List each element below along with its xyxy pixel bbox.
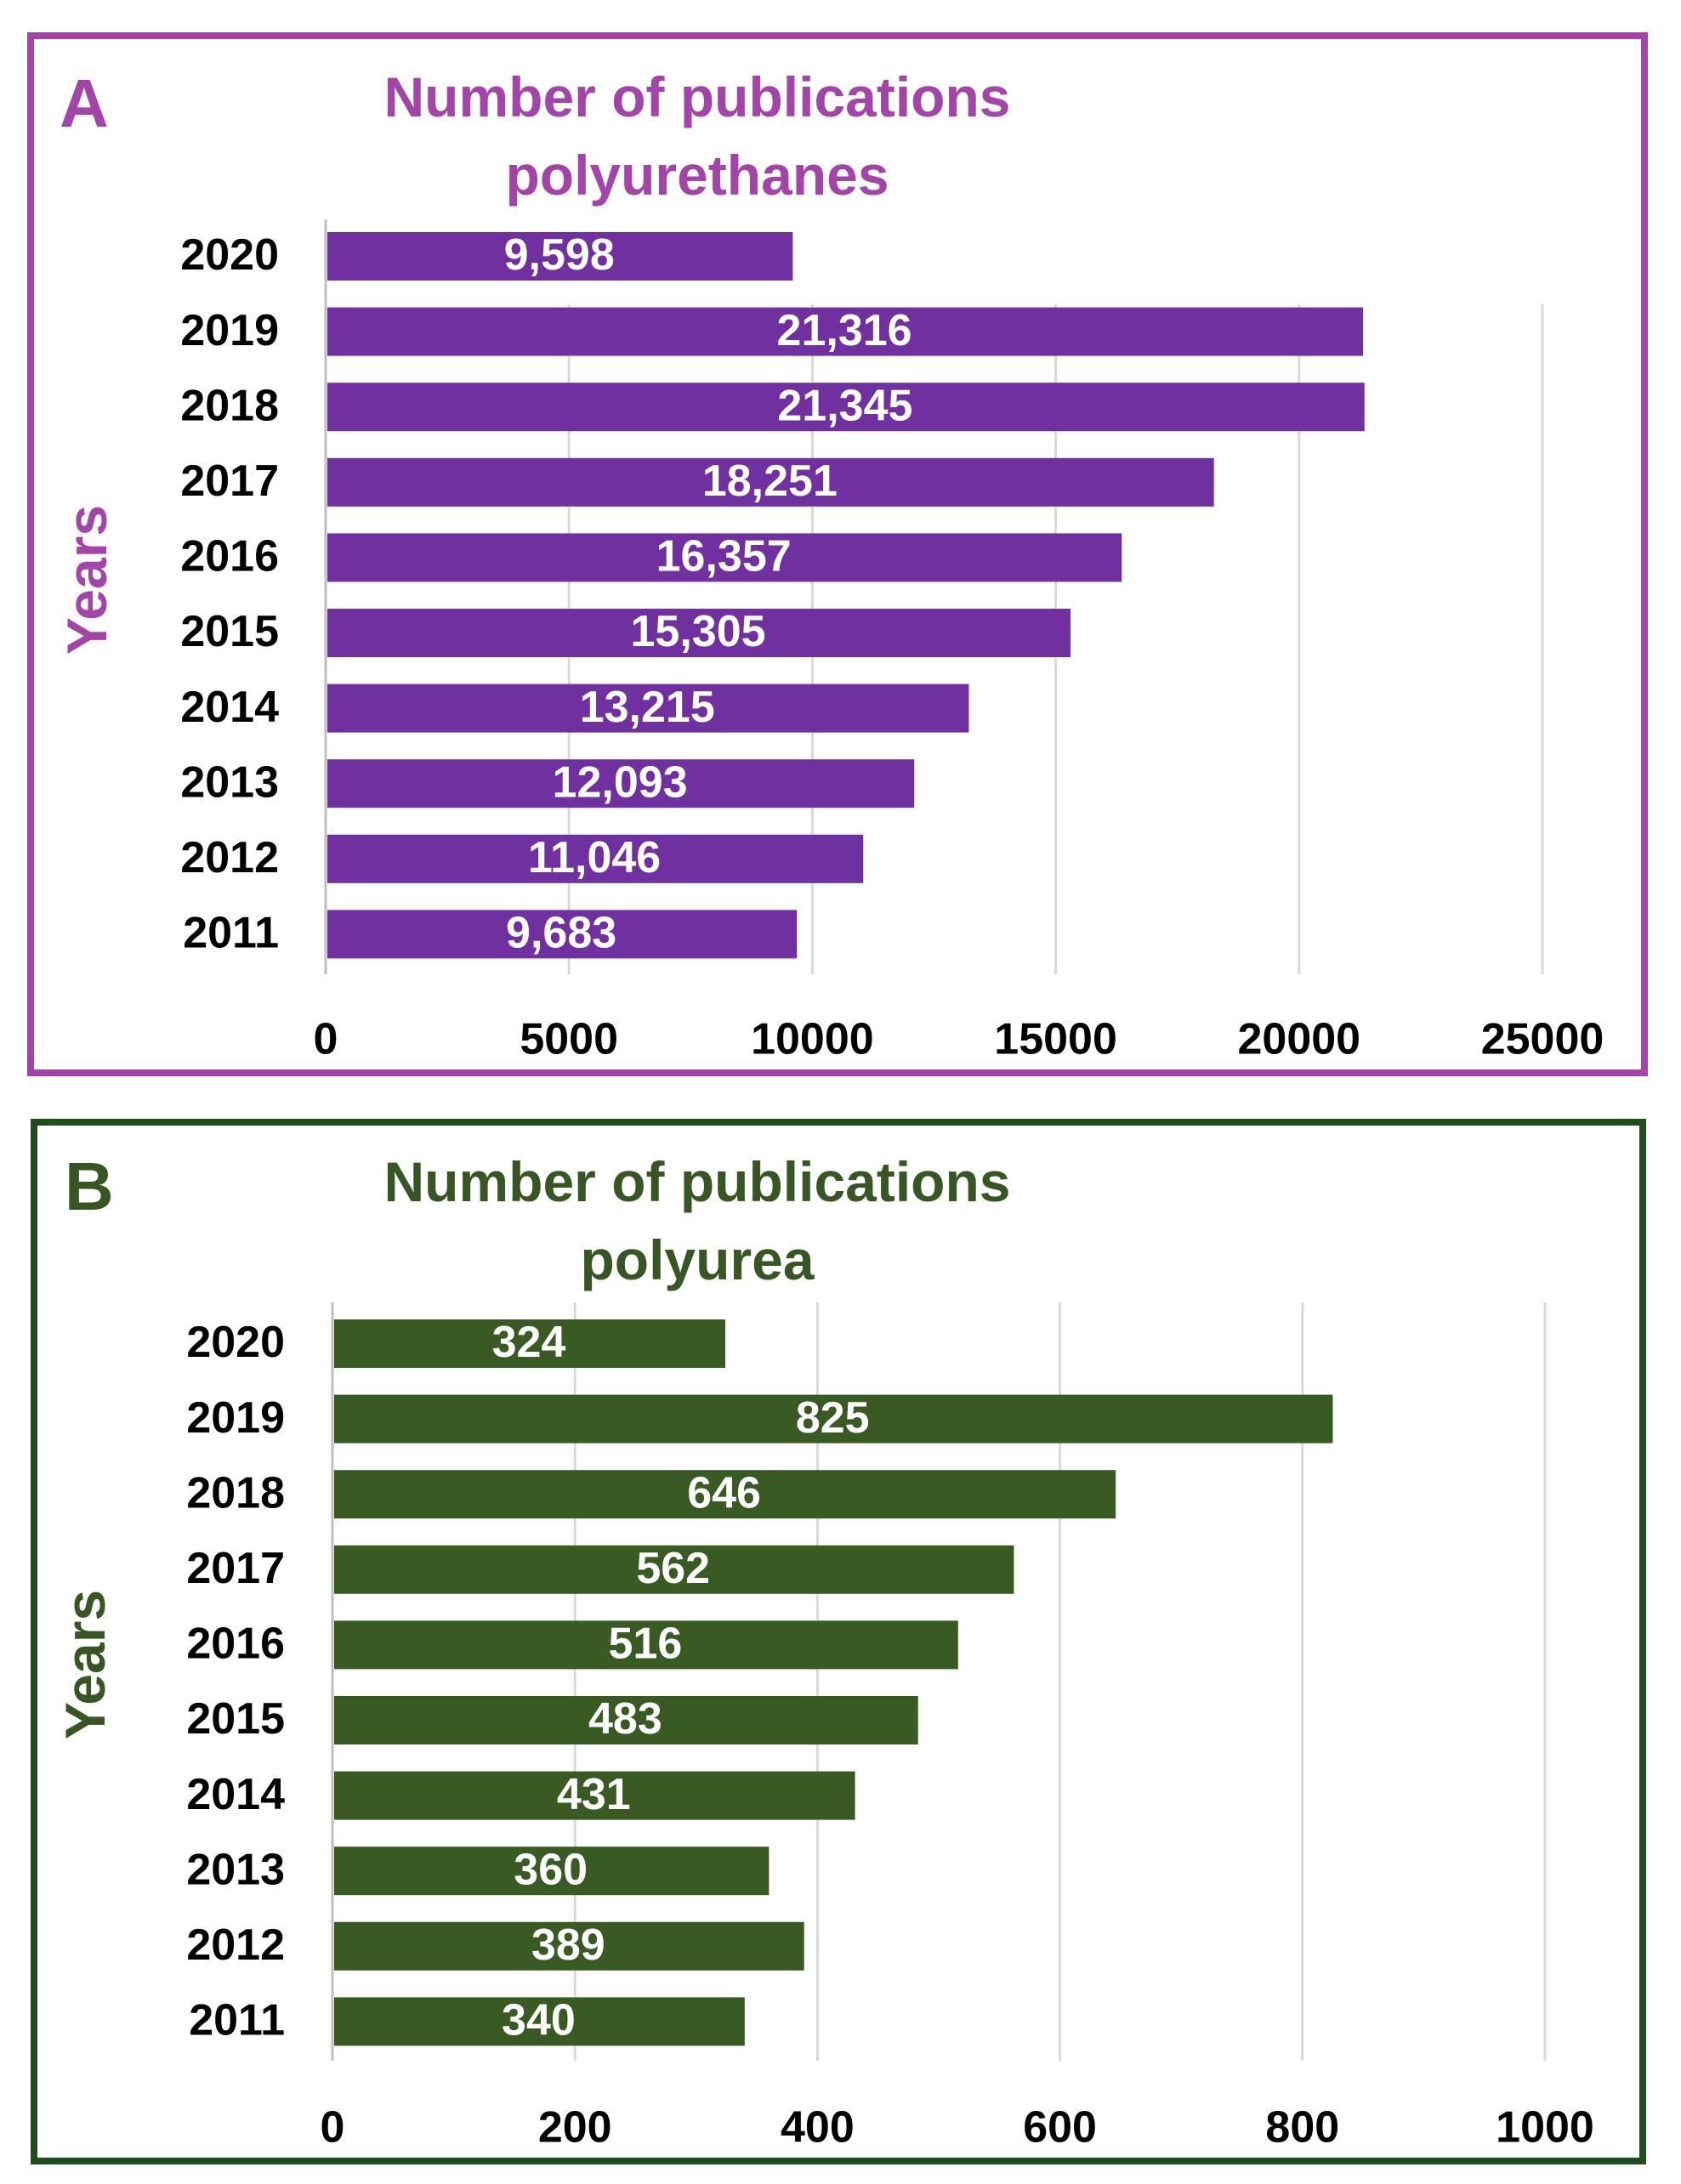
chart-title-line-1: Number of publications: [383, 1150, 1011, 1213]
data-label-2016: 516: [609, 1620, 683, 1669]
bar-2011: [334, 1997, 745, 2046]
bar-2013: [327, 759, 915, 808]
data-label-2017: 18,251: [702, 457, 838, 506]
bar-2020: [334, 1319, 726, 1368]
data-label-2018: 21,345: [777, 381, 912, 430]
bar-2020: [327, 232, 793, 281]
data-label-2014: 13,215: [580, 683, 715, 732]
bar-2011: [327, 910, 798, 959]
x-tick-label-400: 400: [781, 2103, 855, 2153]
bar-chart-polyurea: 324 2020 825 2019 646 2018 562 2017 516 2016 483 20…: [186, 1302, 1594, 2153]
category-label-2017: 2017: [186, 1544, 285, 1593]
data-label-2020: 324: [492, 1318, 566, 1367]
bar-2012: [327, 834, 864, 883]
category-label-2018: 2018: [180, 381, 279, 430]
data-label-2020: 9,598: [504, 230, 615, 280]
bar-2018: [327, 383, 1365, 432]
bar-2015: [327, 609, 1071, 657]
chart-title-line-2: polyurethanes: [505, 144, 889, 207]
bar-2014: [334, 1771, 855, 1820]
data-label-2017: 562: [636, 1544, 710, 1593]
category-label-2016: 2016: [186, 1620, 285, 1669]
data-label-2011: 340: [502, 1996, 576, 2045]
x-tick-label-15000: 15000: [994, 1015, 1117, 1064]
category-label-2011: 2011: [183, 909, 279, 958]
category-label-2019: 2019: [186, 1393, 285, 1443]
data-label-2013: 360: [514, 1845, 588, 1894]
data-label-2013: 12,093: [553, 757, 688, 807]
x-tick-label-1000: 1000: [1496, 2103, 1594, 2153]
data-label-2019: 825: [796, 1393, 870, 1443]
data-label-2019: 21,316: [777, 306, 912, 355]
x-tick-label-800: 800: [1265, 2103, 1339, 2153]
x-tick-label-0: 0: [321, 2103, 345, 2153]
data-label-2015: 483: [588, 1694, 662, 1744]
data-label-2011: 9,683: [506, 909, 616, 958]
data-label-2012: 389: [531, 1920, 605, 1970]
category-label-2014: 2014: [186, 1770, 285, 1819]
category-label-2013: 2013: [180, 757, 279, 807]
category-label-2017: 2017: [180, 457, 279, 506]
category-label-2020: 2020: [180, 230, 279, 280]
x-tick-label-0: 0: [314, 1015, 338, 1064]
x-tick-label-20000: 20000: [1237, 1015, 1360, 1064]
data-label-2015: 15,305: [631, 607, 766, 656]
panel-letter: B: [65, 1149, 114, 1224]
x-tick-label-10000: 10000: [751, 1015, 874, 1064]
bar-2017: [327, 457, 1214, 507]
bar-2016: [327, 533, 1122, 582]
category-label-2012: 2012: [180, 833, 279, 882]
bar-2014: [327, 684, 969, 733]
x-tick-label-5000: 5000: [520, 1015, 618, 1064]
data-label-2012: 11,046: [528, 833, 661, 882]
x-tick-label-25000: 25000: [1481, 1015, 1604, 1064]
chart-title-line-1: Number of publications: [383, 65, 1011, 128]
data-label-2016: 16,357: [656, 532, 792, 581]
category-label-2011: 2011: [189, 1996, 285, 2045]
x-tick-label-600: 600: [1023, 2103, 1097, 2153]
chart-title: Number of publications polyurea: [255, 1143, 1139, 1299]
category-label-2016: 2016: [180, 532, 279, 581]
chart-title-line-2: polyurea: [580, 1228, 815, 1291]
bar-chart-polyurethanes: 9,598 2020 21,316 2019 21,345 2018 18,251 2017 1…: [180, 219, 1604, 1064]
panel-letter: A: [60, 65, 109, 141]
category-label-2015: 2015: [186, 1694, 285, 1744]
data-label-2014: 431: [557, 1770, 631, 1819]
bar-2017: [334, 1545, 1014, 1594]
category-label-2018: 2018: [186, 1468, 285, 1517]
category-label-2019: 2019: [180, 306, 279, 355]
bar-2013: [334, 1846, 770, 1896]
x-tick-label-200: 200: [538, 2103, 612, 2153]
bar-2012: [334, 1921, 804, 1971]
bar-2019: [327, 307, 1364, 356]
bar-2019: [334, 1394, 1333, 1444]
category-label-2015: 2015: [180, 607, 279, 656]
category-label-2012: 2012: [186, 1920, 285, 1970]
bar-2015: [334, 1696, 918, 1744]
panel-a: A Number of publications polyurethanes Y…: [27, 32, 1648, 1076]
chart-title: Number of publications polyurethanes: [255, 58, 1139, 214]
panel-b: B Number of publications polyurea Years …: [31, 1119, 1646, 2164]
bar-2018: [334, 1470, 1116, 1519]
data-label-2018: 646: [687, 1468, 761, 1517]
bar-2016: [334, 1620, 958, 1670]
category-label-2014: 2014: [180, 683, 279, 732]
category-label-2013: 2013: [186, 1845, 285, 1894]
category-label-2020: 2020: [186, 1318, 285, 1367]
